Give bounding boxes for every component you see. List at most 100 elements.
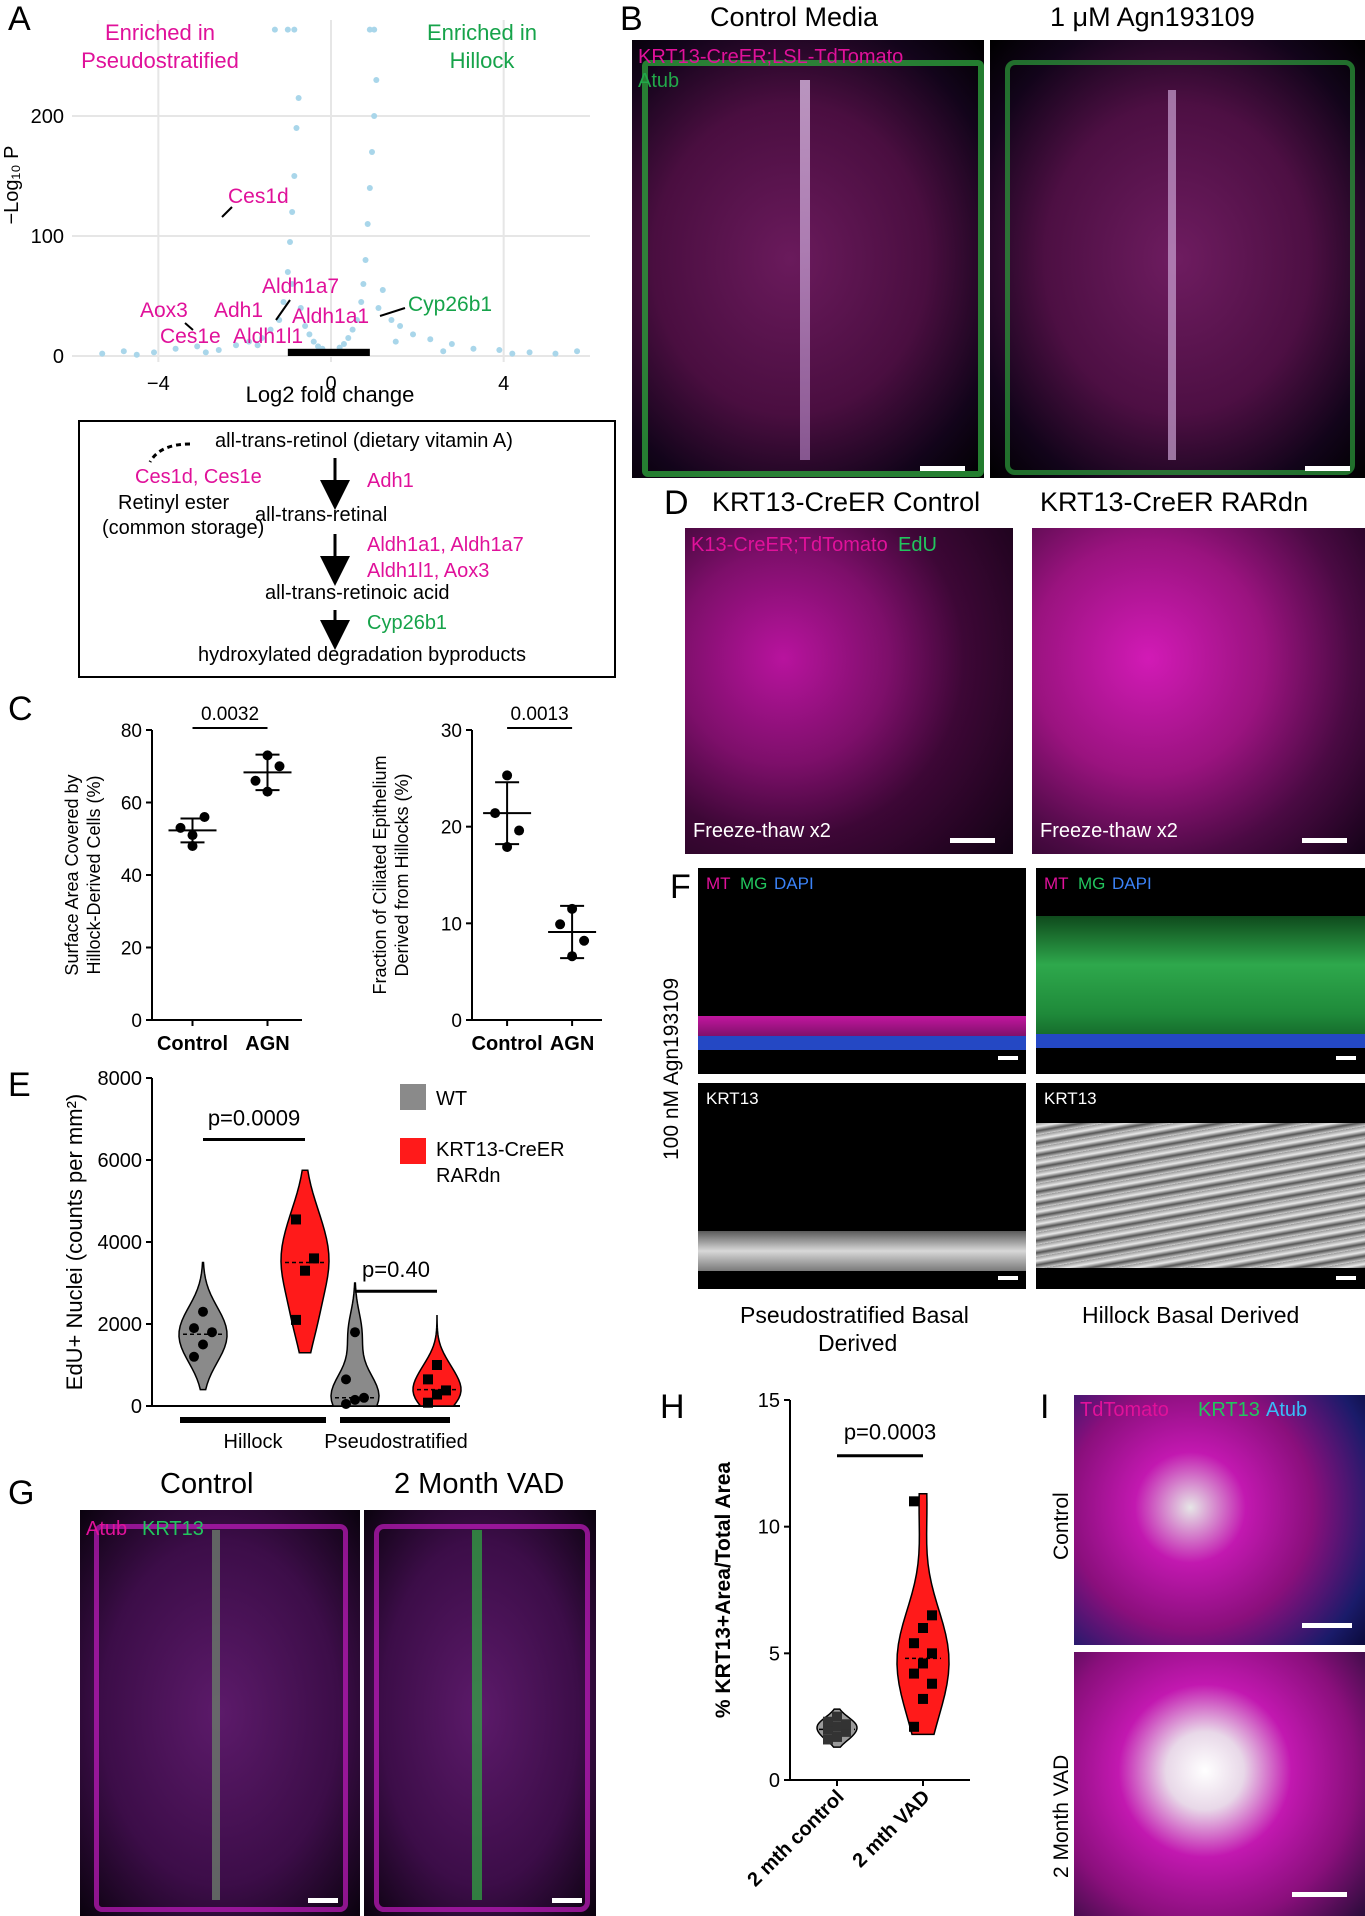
c-right-point [579, 935, 590, 946]
e-legend-label-rardn-2: RARdn [436, 1165, 500, 1187]
c-right-point [502, 841, 513, 852]
volcano-point [371, 113, 378, 119]
c-right-point [514, 825, 525, 836]
e-point-wt [189, 1323, 199, 1334]
volcano-point [151, 349, 158, 356]
panel-c-right-chart: 0 10 20 30 Control AGN 0.0013 Fraction of Cilia… [370, 704, 602, 1055]
e-point-rardn [291, 1214, 301, 1225]
h-ylabel: % KRT13+Area/Total Area [712, 1462, 735, 1718]
panel-d-control-image: K13-CreER;TdTomato EdU Freeze-thaw x2 [685, 528, 1013, 854]
panel-g-vad-image [364, 1510, 596, 1916]
h-point [918, 1693, 928, 1704]
panel-f-mg-label-2: MG [1078, 874, 1106, 893]
panel-e-violin-chart: 0 2000 4000 6000 8000 EdU+ Nuclei (counts per… [62, 1068, 565, 1453]
c-left-xtick-label: AGN [245, 1033, 289, 1055]
h-xtick-label: 2 mth VAD [849, 1786, 935, 1872]
enriched-pseudo-line1: Enriched in [105, 20, 215, 45]
panel-b-control-image: KRT13-CreER;LSL-TdTomato Atub [632, 40, 984, 478]
volcano-point [284, 26, 291, 33]
volcano-point [369, 149, 376, 155]
e-point-rardn [291, 1314, 301, 1325]
e-point-wt [207, 1327, 217, 1338]
e-legend-label-wt: WT [436, 1088, 467, 1110]
panel-d-title-right: KRT13-CreER RARdn [1040, 487, 1309, 517]
volcano-ylabel: −Log₁₀ P [1, 146, 23, 225]
c-left-point [274, 761, 285, 772]
volcano-xlabel: Log2 fold change [246, 382, 415, 407]
panel-d-label-k13: K13-CreER;TdTomato [691, 534, 888, 556]
h-point [823, 1734, 833, 1745]
pathway-retinol: all-trans-retinol (dietary vitamin A) [215, 430, 513, 452]
panel-b-agn-image [990, 40, 1365, 478]
panel-f-caption-left-1: Pseudostratified Basal [740, 1302, 969, 1328]
panel-d-rardn-image: Freeze-thaw x2 [1032, 528, 1365, 854]
panel-letter-i: I [1040, 1388, 1050, 1426]
enriched-hillock-line1: Enriched in [427, 20, 537, 45]
pathway-ces-enzymes: Ces1d, Ces1e [135, 466, 262, 488]
panel-f-mt-layer [698, 1016, 1026, 1038]
volcano-point [310, 338, 317, 345]
volcano-point [353, 317, 360, 323]
cyp26b1-arrow [379, 307, 406, 317]
volcano-point [526, 349, 533, 356]
volcano-point [392, 338, 399, 345]
c-left-point [175, 822, 186, 833]
panel-i-label-krt13: KRT13 [1198, 1399, 1260, 1421]
panel-b-control-midline [800, 80, 810, 460]
volcano-point [295, 95, 302, 101]
panel-g-title-right: 2 Month VAD [394, 1468, 565, 1500]
c-left-point [187, 830, 198, 841]
e-ytick-label: 2000 [98, 1314, 143, 1336]
e-point-rardn [309, 1253, 319, 1264]
panel-f-caption-right: Hillock Basal Derived [1082, 1302, 1300, 1328]
pathway-retinyl-ester-2: (common storage) [102, 517, 265, 539]
e-point-rardn [432, 1360, 442, 1370]
pathway-byproducts: hydroxylated degradation byproducts [198, 644, 526, 666]
volcano-point [267, 326, 274, 333]
e-point-rardn [423, 1397, 433, 1408]
c-left-point [187, 841, 198, 851]
panel-i-row-control: Control [1050, 1492, 1073, 1560]
c-left-point [199, 812, 210, 822]
h-point [909, 1638, 919, 1649]
panel-f-krt13-label-2: KRT13 [1044, 1089, 1097, 1108]
panel-letter-h: H [660, 1388, 685, 1426]
panel-g-control-midline [212, 1530, 220, 1900]
panel-f-krt13-layer-2 [1036, 1123, 1365, 1268]
panel-b-agn-tissue-edge [1005, 60, 1355, 475]
e-legend-swatch-wt [400, 1084, 426, 1110]
volcano-point [133, 351, 140, 358]
h-point [823, 1716, 833, 1727]
e-pvalue-pseudo: p=0.40 [362, 1257, 430, 1282]
panel-f-side-label: 100 nM Agn193109 [660, 977, 683, 1160]
volcano-point [509, 350, 516, 357]
c-right-ytick-label: 30 [441, 721, 462, 742]
volcano-point [99, 350, 106, 357]
volcano-point [552, 350, 559, 357]
retinoic-acid-pathway-box: all-trans-retinol (dietary vitamin A) Ce… [78, 420, 616, 678]
volcano-point [194, 343, 201, 350]
gene-label-aox3: Aox3 [140, 299, 188, 322]
c-left-point [250, 775, 261, 786]
panel-b-title-right: 1 μM Agn193109 [1050, 2, 1255, 32]
c-right-ytick-label: 20 [441, 818, 462, 839]
h-xtick-label: 2 mth control [743, 1786, 848, 1891]
gene-label-ces1d: Ces1d [228, 185, 289, 208]
volcano-xtick: 4 [498, 373, 509, 395]
panel-f-scalebar-2 [1336, 1056, 1356, 1060]
panel-f-hillock-mg-image: MT MG DAPI [1036, 868, 1365, 1074]
e-legend-label-rardn-1: KRT13-CreER [436, 1139, 565, 1161]
gene-label-cyp26b1: Cyp26b1 [408, 293, 492, 316]
volcano-point [233, 342, 240, 349]
panel-letter-b: B [620, 0, 643, 38]
volcano-point [360, 281, 367, 287]
panel-i-vad-image [1074, 1652, 1365, 1916]
volcano-point [362, 257, 369, 263]
e-point-wt [350, 1327, 360, 1338]
h-ytick-label: 10 [758, 1517, 780, 1539]
volcano-point [271, 26, 278, 33]
c-right-point [490, 808, 501, 819]
e-point-wt [341, 1374, 351, 1385]
h-point [909, 1721, 919, 1732]
panel-b-label-krt13: KRT13-CreER;LSL-TdTomato [638, 46, 904, 68]
